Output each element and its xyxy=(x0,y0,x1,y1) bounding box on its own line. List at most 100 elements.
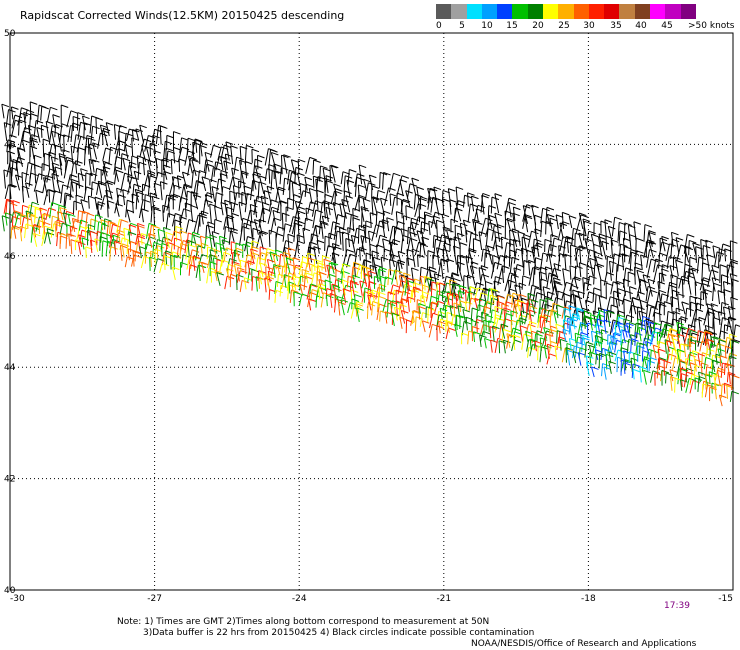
wind-barb xyxy=(19,130,31,150)
wind-barb xyxy=(77,112,85,131)
wind-barb xyxy=(188,249,200,265)
wind-barb xyxy=(10,226,20,239)
wind-barb xyxy=(577,352,586,366)
wind-barb xyxy=(631,363,641,379)
wind-barb xyxy=(446,321,455,333)
wind-barb xyxy=(147,159,156,177)
wind-barb xyxy=(114,166,123,182)
wind-barb xyxy=(540,278,548,299)
wind-barb xyxy=(562,315,573,328)
wind-barb xyxy=(170,158,179,175)
wind-barb xyxy=(663,301,672,316)
wind-barb xyxy=(647,278,656,297)
wind-barb xyxy=(246,241,254,257)
wind-barb xyxy=(192,255,201,271)
wind-barb xyxy=(105,240,115,256)
wind-barb xyxy=(519,325,528,342)
wind-barb xyxy=(397,250,406,269)
longitude-tick-label: -21 xyxy=(436,594,451,604)
wind-barb xyxy=(631,297,640,315)
wind-barb xyxy=(221,239,230,251)
wind-barb xyxy=(699,291,709,310)
wind-barb xyxy=(360,235,368,255)
wind-barb xyxy=(607,225,616,246)
wind-barb xyxy=(598,236,606,257)
wind-barb xyxy=(193,194,202,210)
wind-barb xyxy=(527,230,539,248)
wind-barb xyxy=(390,253,399,267)
wind-barb xyxy=(681,301,689,315)
wind-barb xyxy=(576,307,584,321)
wind-barb xyxy=(593,243,601,258)
wind-barb xyxy=(358,164,367,185)
wind-barb xyxy=(70,162,81,181)
wind-barb xyxy=(603,366,612,380)
wind-barb xyxy=(586,275,597,291)
wind-barb xyxy=(204,236,214,249)
wind-barb xyxy=(521,236,530,255)
wind-barb xyxy=(726,371,736,383)
wind-barb xyxy=(688,335,697,348)
wind-barb xyxy=(362,224,371,244)
wind-barb xyxy=(418,303,426,314)
wind-barb xyxy=(298,190,311,209)
wind-barb xyxy=(333,225,344,240)
wind-barb xyxy=(400,290,411,303)
wind-barb xyxy=(701,330,713,344)
wind-barb xyxy=(594,335,603,346)
wind-barb xyxy=(221,251,231,267)
wind-barb xyxy=(712,245,721,259)
wind-barb xyxy=(122,157,131,171)
wind-barb xyxy=(598,352,607,369)
wind-barb xyxy=(621,253,630,271)
wind-barb xyxy=(467,203,478,223)
wind-barb xyxy=(341,279,350,296)
wind-barb xyxy=(70,178,79,192)
wind-barb xyxy=(510,327,521,338)
wind-barb xyxy=(712,282,721,302)
wind-barb xyxy=(105,181,113,197)
wind-barb xyxy=(1,215,10,232)
wind-barb xyxy=(600,220,609,234)
wind-barb xyxy=(465,229,473,243)
wind-barb xyxy=(455,295,464,310)
wind-barb xyxy=(161,158,169,178)
wind-barb xyxy=(311,200,323,217)
legend-swatch xyxy=(665,4,681,19)
wind-barb xyxy=(220,156,228,171)
wind-barb xyxy=(358,194,366,212)
wind-barb xyxy=(650,370,661,383)
wind-barb xyxy=(4,212,13,226)
wind-barb xyxy=(469,286,478,300)
wind-barb xyxy=(58,153,67,166)
wind-barb xyxy=(316,176,326,190)
wind-barb xyxy=(89,218,99,230)
wind-barb xyxy=(105,189,114,209)
wind-barb xyxy=(259,262,268,278)
wind-barb xyxy=(517,231,526,247)
wind-barb xyxy=(697,376,707,393)
wind-barb xyxy=(667,333,676,346)
wind-barb xyxy=(165,212,176,230)
wind-barb xyxy=(368,174,377,191)
wind-barb xyxy=(445,327,456,340)
wind-barb xyxy=(453,245,461,265)
wind-barb xyxy=(200,210,209,225)
wind-barb xyxy=(166,134,175,150)
wind-barb xyxy=(710,336,719,348)
wind-barb xyxy=(106,220,116,237)
wind-barb xyxy=(216,272,224,286)
wind-barb xyxy=(290,159,299,176)
wind-barb xyxy=(679,379,688,391)
wind-barb xyxy=(28,113,38,134)
wind-barb xyxy=(24,109,35,123)
wind-barb xyxy=(438,320,446,334)
wind-barb xyxy=(219,235,227,251)
wind-barb xyxy=(357,225,367,244)
wind-barb xyxy=(478,231,487,250)
wind-barb xyxy=(91,159,100,173)
wind-barb xyxy=(574,265,583,281)
wind-barb xyxy=(126,209,135,223)
longitude-tick-labels: -30 -27 -24 -21 -18 -15 xyxy=(10,594,733,604)
